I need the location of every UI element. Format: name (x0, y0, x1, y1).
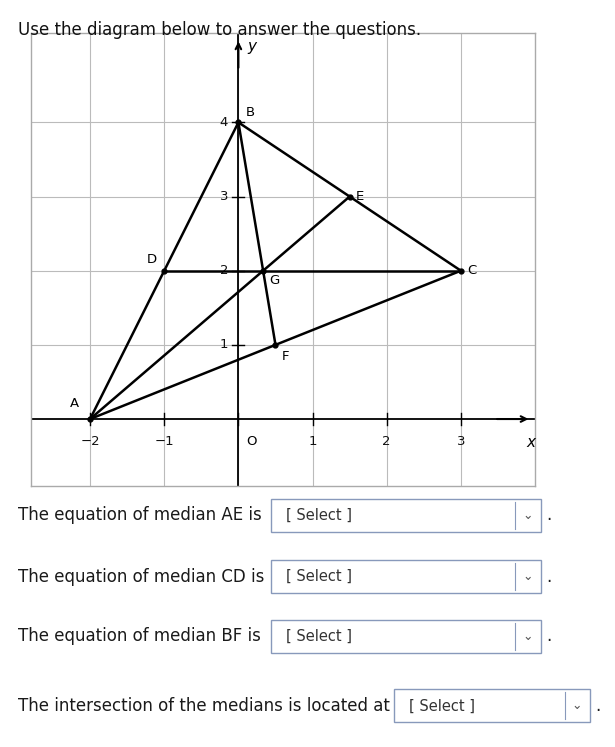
Text: E: E (355, 190, 364, 203)
Text: F: F (282, 350, 289, 363)
Text: 3: 3 (220, 190, 228, 203)
Text: D: D (147, 252, 157, 265)
Text: x: x (527, 436, 536, 450)
Text: 1: 1 (308, 436, 317, 448)
Text: .: . (595, 697, 601, 715)
Text: [ Select ]: [ Select ] (286, 508, 352, 523)
Text: 3: 3 (457, 436, 465, 448)
Text: [ Select ]: [ Select ] (286, 569, 352, 584)
Text: A: A (70, 397, 79, 410)
Text: Use the diagram below to answer the questions.: Use the diagram below to answer the ques… (18, 21, 421, 39)
Text: −1: −1 (154, 436, 174, 448)
Text: C: C (467, 264, 476, 277)
Text: 2: 2 (220, 264, 228, 277)
Text: .: . (546, 568, 552, 586)
Text: [ Select ]: [ Select ] (286, 629, 352, 644)
Text: The equation of median CD is: The equation of median CD is (18, 568, 265, 586)
Text: 4: 4 (220, 116, 228, 129)
Text: B: B (246, 105, 255, 119)
Text: The intersection of the medians is located at: The intersection of the medians is locat… (18, 697, 391, 715)
Text: 1: 1 (220, 338, 228, 351)
Text: The equation of median BF is: The equation of median BF is (18, 627, 261, 645)
Text: −2: −2 (81, 436, 100, 448)
Text: The equation of median AE is: The equation of median AE is (18, 506, 262, 524)
Text: G: G (269, 274, 279, 288)
Text: .: . (546, 506, 552, 524)
Text: .: . (546, 627, 552, 645)
Text: ⌄: ⌄ (522, 509, 533, 522)
Text: y: y (247, 40, 256, 55)
Text: 2: 2 (383, 436, 391, 448)
Text: ⌄: ⌄ (571, 699, 582, 713)
Text: ⌄: ⌄ (522, 630, 533, 643)
Text: O: O (246, 436, 256, 448)
Text: [ Select ]: [ Select ] (409, 698, 475, 713)
Text: ⌄: ⌄ (522, 570, 533, 583)
